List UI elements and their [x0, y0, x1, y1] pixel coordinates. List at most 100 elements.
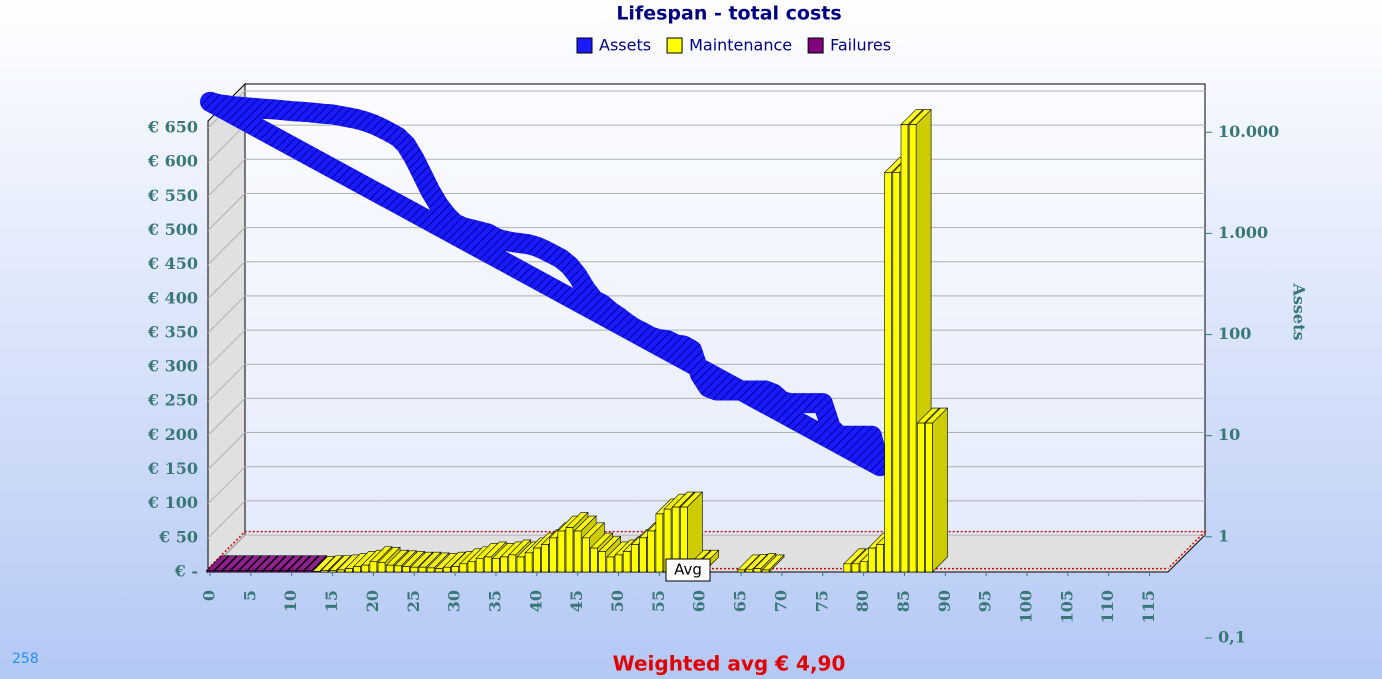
x-tick-label: 30	[445, 590, 464, 612]
bar	[238, 570, 247, 573]
y2-tick-label: 1	[1218, 526, 1229, 545]
bar	[247, 570, 255, 573]
legend-label: Assets	[599, 36, 651, 55]
y-tick-label: € 150	[147, 459, 198, 478]
bar	[549, 537, 557, 573]
bar	[296, 570, 304, 573]
grid-line	[207, 158, 246, 197]
x-tick-label: 5	[240, 590, 259, 601]
grid-line	[207, 432, 246, 470]
bar	[843, 563, 852, 573]
grid-line	[207, 466, 246, 505]
x-tick-label: 60	[690, 590, 709, 612]
bar	[557, 530, 566, 573]
bar	[255, 570, 263, 573]
bar	[230, 570, 239, 573]
bar	[533, 547, 541, 573]
grid-line	[207, 398, 246, 436]
bar	[287, 570, 296, 573]
bar	[394, 565, 402, 573]
y-tick-label: € 200	[147, 425, 198, 444]
y-tick-label: € 650	[147, 118, 198, 137]
back-wall	[244, 83, 1206, 536]
bar	[328, 570, 337, 573]
bar	[582, 537, 590, 573]
bar	[622, 551, 631, 573]
bar	[336, 569, 345, 573]
y-tick-label: € 50	[158, 527, 198, 546]
grid-line	[207, 124, 246, 163]
bar	[606, 556, 615, 573]
legend-label: Maintenance	[689, 36, 792, 55]
grid-line	[207, 329, 246, 368]
x-tick-label: 110	[1098, 590, 1117, 623]
x-tick-label: 70	[771, 590, 790, 612]
bar	[884, 172, 892, 573]
grid-line	[207, 193, 246, 231]
bar	[459, 563, 468, 573]
chart-title: Lifespan - total costs	[616, 3, 841, 25]
legend-label: Failures	[830, 36, 891, 55]
x-tick-label: 50	[608, 590, 627, 612]
x-tick-label: 100	[1017, 590, 1036, 623]
bar	[655, 513, 664, 573]
bar	[892, 172, 901, 573]
y2-tick-label: 10	[1218, 425, 1240, 444]
bar	[524, 552, 533, 573]
bar	[484, 556, 492, 573]
bar	[917, 422, 925, 573]
x-tick-label: 10	[281, 590, 300, 612]
grid-line	[207, 500, 246, 539]
grid-line	[207, 227, 246, 265]
y-tick-label: € 250	[147, 391, 198, 410]
bar	[426, 567, 435, 573]
bar	[753, 568, 762, 573]
bar	[508, 554, 517, 573]
bar	[639, 537, 647, 573]
bar	[590, 547, 598, 573]
bar	[565, 527, 574, 573]
bar	[304, 570, 312, 573]
bar	[467, 561, 476, 573]
avg-line	[207, 530, 1207, 570]
x-tick-label: 75	[812, 590, 831, 612]
bar	[369, 561, 378, 573]
bar	[614, 554, 623, 573]
bar	[320, 570, 329, 573]
x-tick-label: 45	[567, 590, 586, 612]
bar	[402, 566, 410, 573]
y-tick-label: € 300	[147, 357, 198, 376]
grid-line	[207, 261, 246, 300]
bar	[868, 547, 876, 573]
bar	[345, 568, 353, 573]
bar-side	[932, 407, 948, 573]
bar	[377, 562, 386, 573]
x-tick-label: 65	[731, 590, 750, 612]
y-tick-label: € 500	[147, 220, 198, 239]
y-tick-label: € 350	[147, 322, 198, 341]
bar	[434, 568, 443, 573]
y-tick-label: € 600	[147, 152, 198, 171]
bar	[312, 571, 320, 573]
bar	[925, 422, 933, 573]
bar	[353, 566, 361, 573]
y2-tick-label: 1.000	[1218, 223, 1268, 242]
bar	[271, 570, 280, 573]
x-tick-label: 55	[649, 590, 668, 612]
legend-swatch	[666, 37, 683, 54]
bar	[851, 563, 860, 573]
bar	[443, 566, 451, 573]
y-tick-label: € 550	[147, 186, 198, 205]
x-tick-label: 85	[894, 590, 913, 612]
avg-label: Avg	[674, 561, 702, 579]
x-tick-label: 35	[485, 590, 504, 612]
y2-tick-label: 0,1	[1218, 628, 1246, 647]
bar	[214, 570, 222, 573]
y2-axis-label: Assets	[1290, 282, 1309, 340]
x-tick-label: 0	[200, 590, 219, 601]
bar	[647, 530, 655, 573]
bar	[541, 544, 549, 573]
grid-line	[207, 295, 246, 334]
bar	[279, 570, 288, 573]
